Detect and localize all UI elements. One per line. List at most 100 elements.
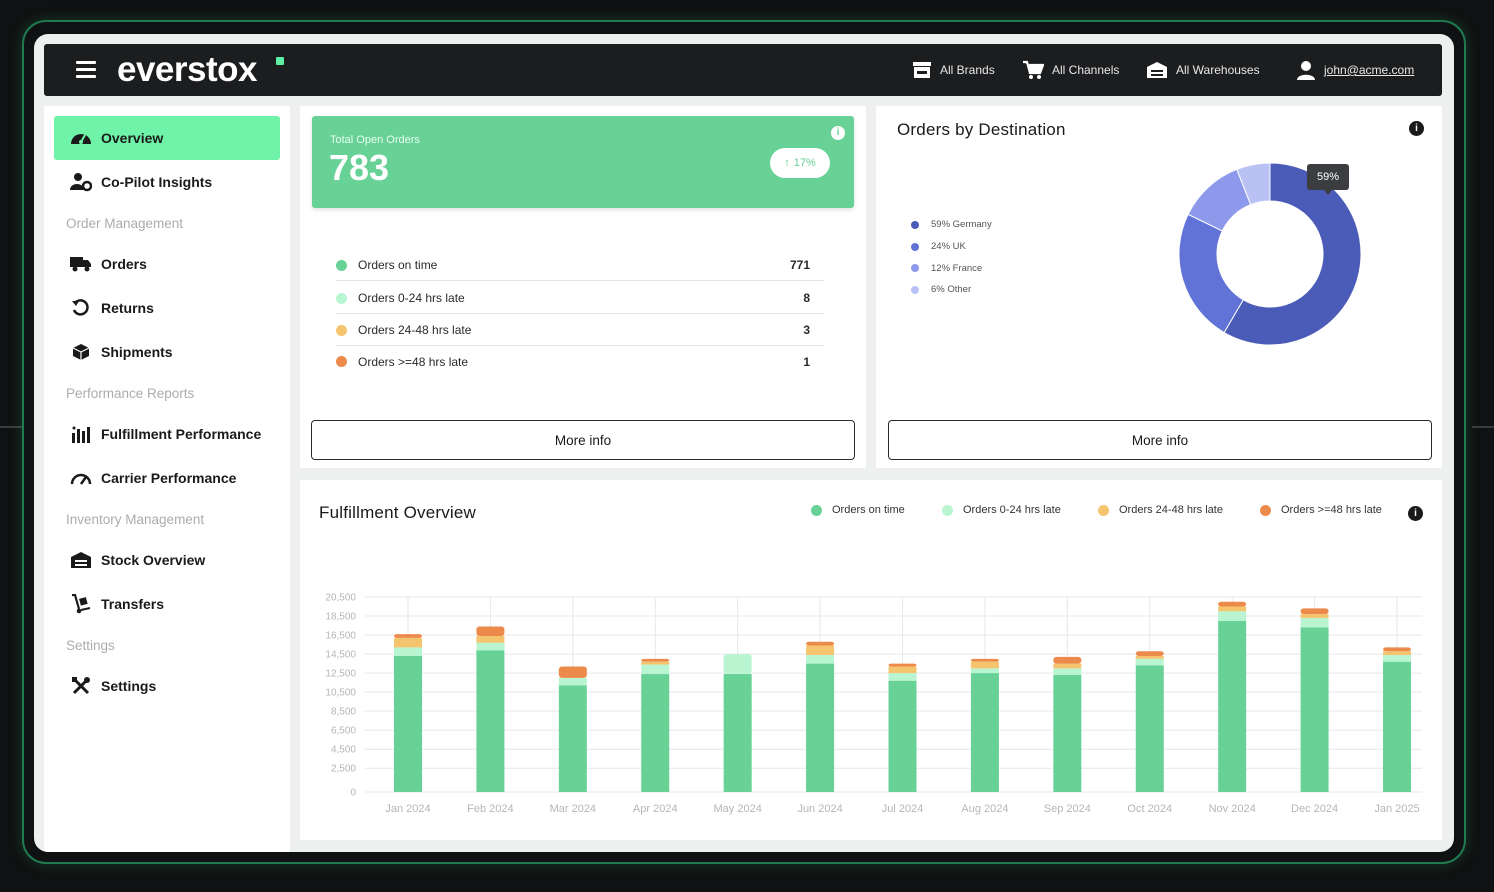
bar-segment-4[interactable]	[641, 658, 670, 662]
bar-segment-1[interactable]	[1300, 627, 1329, 792]
info-icon[interactable]: i	[831, 126, 845, 140]
row-value: 771	[789, 258, 810, 272]
bar-segment-2[interactable]	[394, 647, 422, 656]
legend-dot	[811, 504, 822, 516]
frame-edge-left	[0, 426, 22, 428]
bar-segment-2[interactable]	[476, 642, 505, 651]
channels-filter[interactable]: All Channels	[1022, 44, 1119, 96]
bar-segment-2[interactable]	[723, 654, 752, 675]
list-item: Orders 24-48 hrs late 3	[336, 315, 824, 346]
bar-segment-3[interactable]	[394, 637, 422, 648]
user-menu[interactable]: john@acme.com	[1296, 44, 1414, 96]
x-tick-label: Mar 2024	[550, 803, 596, 815]
bar-segment-1[interactable]	[1218, 620, 1247, 792]
bar-segment-4[interactable]	[1300, 608, 1329, 615]
legend-dot	[942, 504, 953, 516]
x-tick-label: Jul 2024	[882, 803, 924, 815]
sidebar-item-label: Returns	[101, 300, 154, 316]
bar-segment-3[interactable]	[476, 636, 505, 643]
open-orders-more-info-button[interactable]: More info	[311, 420, 855, 460]
bar-segment-4[interactable]	[476, 626, 505, 636]
bar-segment-4[interactable]	[1383, 647, 1411, 652]
info-icon[interactable]: i	[1409, 121, 1424, 136]
bar-segment-3[interactable]	[641, 661, 670, 665]
destination-legend: 59% Germany 24% UK 12% France 6% Other	[911, 214, 992, 301]
x-tick-label: Jun 2024	[797, 803, 842, 815]
arrow-up-icon: ↑	[784, 157, 790, 169]
sidebar-item-carrier[interactable]: Carrier Performance	[54, 456, 280, 500]
sidebar-item-orders[interactable]: Orders	[54, 242, 280, 286]
bar-segment-4[interactable]	[558, 666, 587, 678]
bar-segment-4[interactable]	[394, 634, 422, 638]
x-tick-label: Feb 2024	[467, 803, 513, 815]
bar-segment-3[interactable]	[1300, 614, 1329, 618]
bar-segment-2[interactable]	[806, 655, 835, 664]
bar-segment-2[interactable]	[1218, 611, 1247, 621]
cart-icon	[1023, 60, 1044, 79]
sidebar-item-returns[interactable]: Returns	[54, 286, 280, 330]
legend-label: Orders >=48 hrs late	[1281, 504, 1382, 516]
warehouse-icon	[70, 549, 92, 571]
legend-label: Orders on time	[832, 504, 905, 516]
legend-label: 12% France	[931, 262, 983, 274]
bar-segment-1[interactable]	[970, 673, 999, 792]
bar-segment-2[interactable]	[1053, 668, 1082, 675]
sidebar-item-overview[interactable]: Overview	[54, 116, 280, 160]
truck-icon	[70, 253, 92, 275]
bar-segment-4[interactable]	[1053, 656, 1082, 664]
bar-segment-3[interactable]	[1135, 655, 1164, 659]
donut-slice-germany[interactable]	[1223, 162, 1362, 346]
bar-segment-3[interactable]	[888, 666, 917, 674]
legend-dot	[911, 220, 919, 229]
legend-item: 6% Other	[911, 279, 992, 301]
bar-segment-1[interactable]	[641, 674, 670, 792]
donut-slice-uk[interactable]	[1178, 213, 1244, 334]
sidebar-item-label: Fulfillment Performance	[101, 426, 262, 442]
x-tick-label: Jan 2024	[385, 803, 430, 815]
bar-segment-4[interactable]	[1218, 601, 1247, 607]
donut-slice-other[interactable]	[1236, 162, 1271, 206]
destination-more-info-button[interactable]: More info	[888, 420, 1432, 460]
warehouses-filter[interactable]: All Warehouses	[1146, 44, 1260, 96]
row-value: 8	[803, 291, 810, 305]
bar-segment-2[interactable]	[1300, 617, 1329, 628]
bar-segment-4[interactable]	[888, 663, 917, 667]
bar-segment-1[interactable]	[723, 674, 752, 792]
bar-segment-1[interactable]	[888, 680, 917, 792]
bar-segment-3[interactable]	[806, 645, 835, 656]
bar-segment-2[interactable]	[1135, 658, 1164, 666]
bar-segment-4[interactable]	[970, 658, 999, 662]
bar-segment-1[interactable]	[394, 655, 422, 792]
info-icon[interactable]: i	[1408, 506, 1423, 521]
sidebar-item-shipments[interactable]: Shipments	[54, 330, 280, 374]
bar-segment-4[interactable]	[806, 641, 835, 646]
bar-segment-4[interactable]	[1135, 651, 1164, 656]
kpi-value: 783	[329, 147, 390, 188]
bar-segment-2[interactable]	[888, 673, 917, 681]
user-email[interactable]: john@acme.com	[1324, 63, 1415, 77]
sidebar-item-settings[interactable]: Settings	[54, 664, 280, 708]
bar-segment-3[interactable]	[970, 661, 999, 669]
bar-segment-1[interactable]	[1383, 661, 1411, 792]
bar-segment-2[interactable]	[641, 664, 670, 675]
status-dot	[336, 259, 347, 271]
bar-segment-1[interactable]	[1053, 675, 1082, 792]
sidebar-item-fulfillment[interactable]: Fulfillment Performance	[54, 412, 280, 456]
brands-filter[interactable]: All Brands	[912, 44, 995, 96]
sidebar-item-transfers[interactable]: Transfers	[54, 582, 280, 626]
sidebar-item-copilot[interactable]: Co-Pilot Insights	[54, 160, 280, 204]
bar-segment-1[interactable]	[806, 663, 835, 792]
sidebar-item-stock[interactable]: Stock Overview	[54, 538, 280, 582]
bar-segment-2[interactable]	[970, 668, 999, 674]
bar-segment-3[interactable]	[1383, 651, 1411, 656]
legend-dot	[911, 264, 919, 273]
bar-segment-1[interactable]	[476, 650, 505, 792]
bar-segment-1[interactable]	[558, 685, 587, 792]
bar-segment-1[interactable]	[1135, 665, 1164, 792]
bar-segment-3[interactable]	[1053, 663, 1082, 669]
bar-segment-2[interactable]	[1383, 655, 1411, 662]
bar-segment-2[interactable]	[558, 677, 587, 686]
menu-icon[interactable]	[76, 61, 96, 79]
bar-segment-3[interactable]	[1218, 606, 1247, 612]
x-tick-label: Sep 2024	[1044, 803, 1091, 815]
